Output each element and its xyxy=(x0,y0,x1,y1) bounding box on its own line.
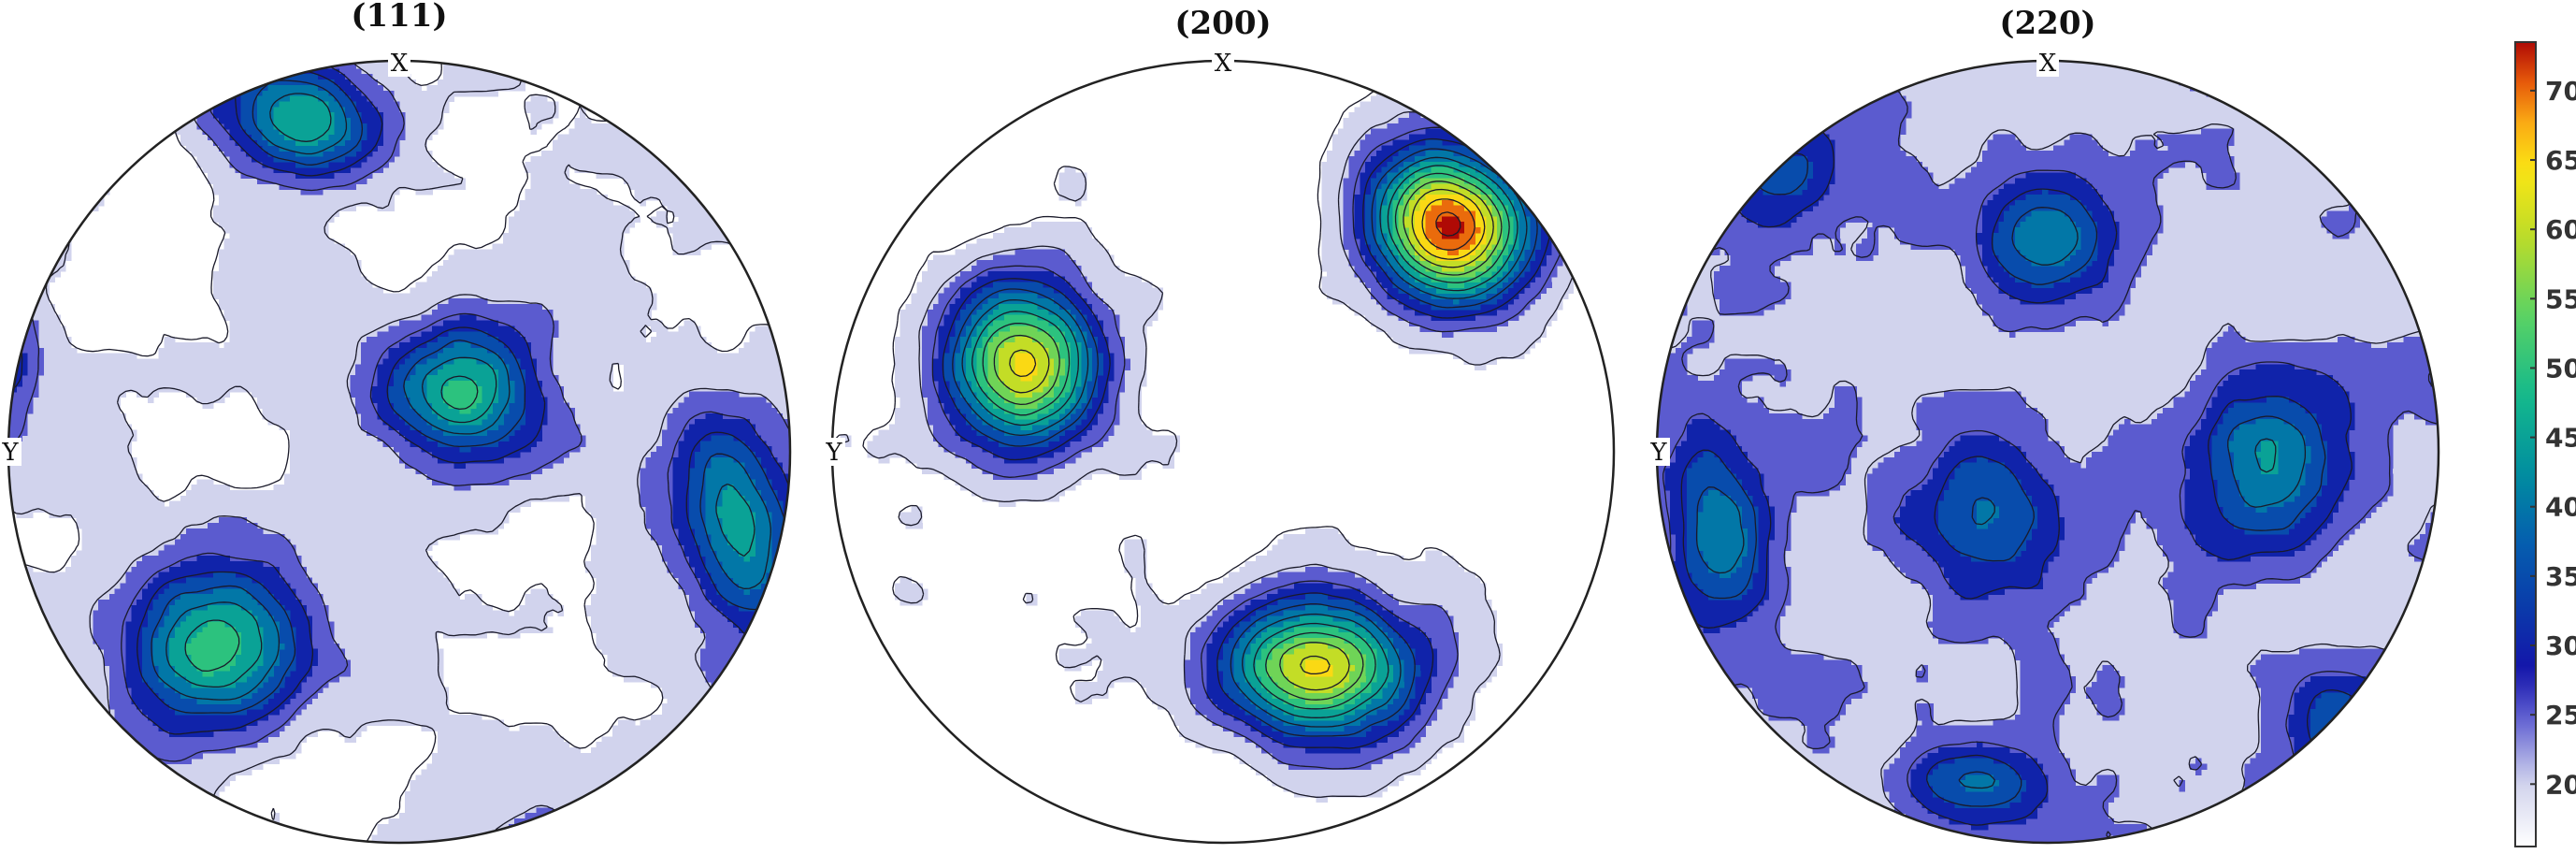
colorbar-tick-label: 50 xyxy=(2545,353,2576,384)
contour-line-37.5 xyxy=(1695,207,2307,789)
contour-line-42.5 xyxy=(961,156,1518,718)
pole-figure-200: (200) X Y xyxy=(823,5,1616,845)
contour-level-22.5 xyxy=(1657,61,2439,843)
contour-line-47.5 xyxy=(971,165,1510,710)
axis-label-left-bg xyxy=(823,438,845,466)
colorbar-tick-label: 55 xyxy=(2545,283,2576,314)
contour-line-62.5 xyxy=(1009,188,1486,675)
colorbar: 20 25 30 35 40 45 50 55 60 65 70 xyxy=(2514,41,2576,847)
pole-figure-111-title: (111) xyxy=(351,0,447,35)
colorbar-tick-label: 70 xyxy=(2545,76,2576,107)
contour-line-47.5 xyxy=(184,375,479,673)
colorbar-tick-label: 60 xyxy=(2545,214,2576,245)
colorbar-tick-label: 35 xyxy=(2545,561,2576,592)
pole-figure-111: (111) X Y xyxy=(0,0,792,845)
axis-label-top: X xyxy=(1215,50,1232,78)
axis-label-left: Y xyxy=(825,439,842,467)
axis-label-top-bg xyxy=(1212,49,1234,77)
pole-figure-200-title: (200) xyxy=(1174,5,1271,42)
contour-line-27.5 xyxy=(8,61,790,735)
colorbar-tick-label: 25 xyxy=(2545,700,2576,731)
contour-line-42.5 xyxy=(2254,438,2277,473)
axis-label-left: Y xyxy=(1,439,19,467)
axis-label-top-bg xyxy=(2036,49,2059,77)
axis-label-top: X xyxy=(391,50,409,78)
pole-figure-220: (220) X Y xyxy=(1648,5,2440,845)
contour-line-17.5 xyxy=(1657,138,1664,147)
contour-level-72.5 xyxy=(1436,216,1465,239)
colorbar-tick-label: 30 xyxy=(2545,630,2576,661)
contour-lines xyxy=(1657,61,2439,843)
axis-label-left-bg xyxy=(1648,438,1670,466)
pole-figure-220-title: (220) xyxy=(1999,5,2095,42)
contour-fills xyxy=(1657,61,2439,843)
contour-line-67.5 xyxy=(1421,198,1475,251)
contour-line-57.5 xyxy=(993,181,1494,691)
colorbar-tick-label: 45 xyxy=(2545,423,2576,454)
contour-line-42.5 xyxy=(165,93,756,688)
contour-line-27.5 xyxy=(931,126,1551,749)
contour-line-52.5 xyxy=(982,172,1503,701)
contour-fills xyxy=(8,61,790,843)
colorbar-tick-label: 40 xyxy=(2545,492,2576,523)
colorbar-gradient xyxy=(2514,41,2537,847)
contour-line-22.5 xyxy=(918,110,1565,770)
axis-label-top-bg xyxy=(388,49,410,77)
axis-label-left: Y xyxy=(1649,439,1667,467)
contour-level-42.5 xyxy=(2255,441,2279,475)
axis-label-left-bg xyxy=(0,438,22,466)
contour-line-22.5 xyxy=(8,61,790,843)
contour-level-32.5 xyxy=(1686,156,2366,808)
axis-label-top: X xyxy=(2039,50,2057,78)
contour-lines xyxy=(832,80,1614,843)
colorbar-tick-label: 65 xyxy=(2545,145,2576,176)
contour-level-47.5 xyxy=(185,380,482,677)
colorbar-tick-label: 20 xyxy=(2545,769,2576,800)
contour-line-72.5 xyxy=(1435,211,1461,237)
